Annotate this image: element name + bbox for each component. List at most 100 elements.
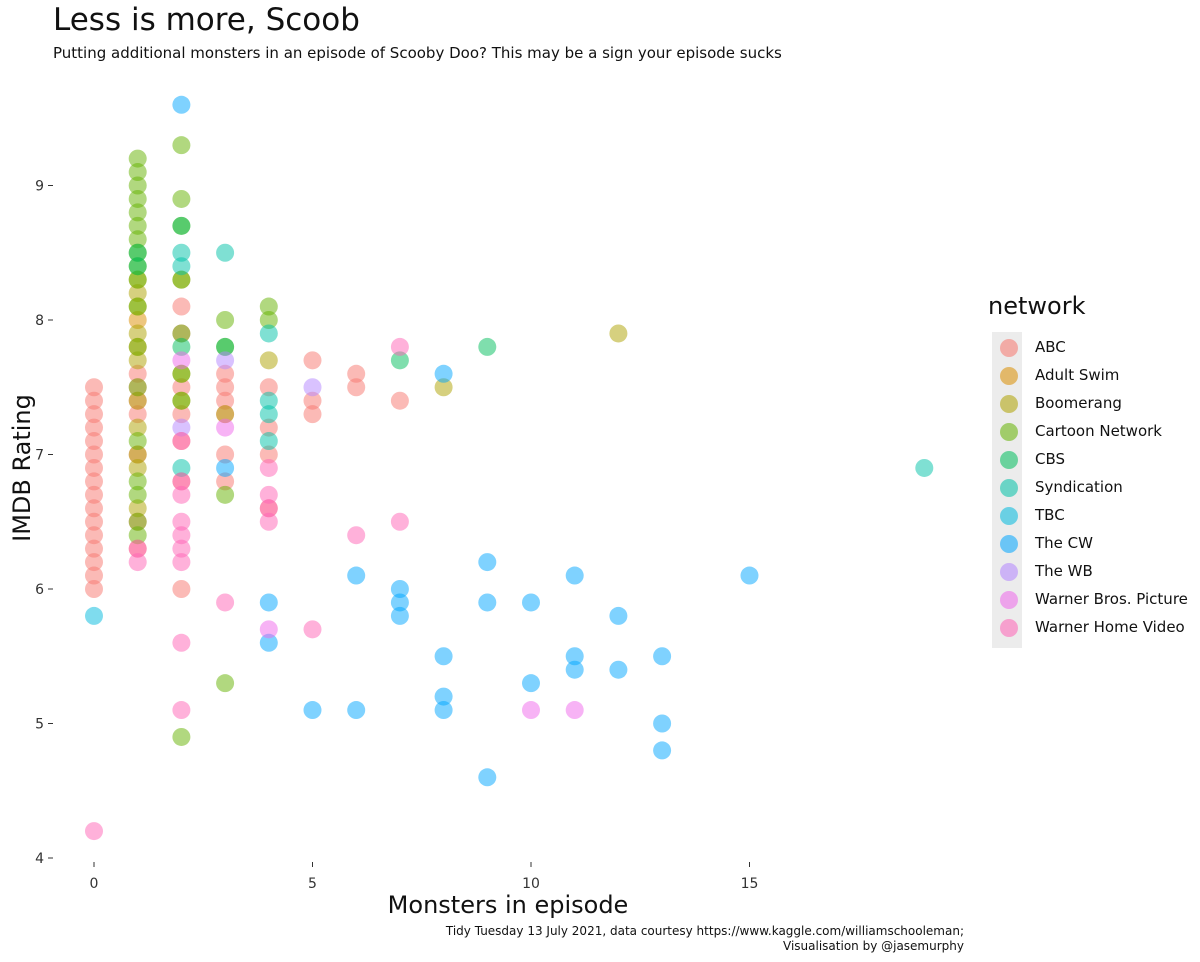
legend-swatch-icon [1000,423,1018,441]
data-point [259,593,278,612]
data-point [172,270,191,289]
data-point [303,391,322,410]
data-point [390,606,409,625]
legend-swatch-icon [1000,339,1018,357]
data-point [128,203,147,222]
data-point [85,499,103,518]
data-point [259,499,278,518]
series-cbs [128,216,497,370]
data-point [303,378,322,397]
data-point [216,364,235,383]
data-point [128,539,147,558]
data-point [259,297,278,316]
y-tick-label: 8 [35,313,44,329]
data-point [522,701,540,720]
data-point [390,580,409,598]
data-point [347,526,366,545]
data-point [347,566,366,585]
data-point [390,337,409,356]
data-point [390,391,409,410]
legend-swatch-icon [1000,507,1018,525]
data-point [216,472,235,491]
data-point [259,311,278,329]
data-point [390,512,409,531]
data-point [565,566,584,585]
legend: network ABC Adult Swim Boomerang Cartoon Ne… [988,292,1188,648]
data-point [172,727,191,746]
data-point [216,378,235,397]
data-point [216,243,235,262]
legend-label: Syndication [1035,478,1123,496]
legend-swatch-icon [1000,535,1018,553]
data-point [259,418,278,437]
caption-line-1: Tidy Tuesday 13 July 2021, data courtesy… [445,924,964,938]
data-point [128,257,147,276]
data-point [434,378,453,397]
y-tick-label: 5 [35,717,44,733]
data-point [259,432,278,451]
data-point [128,432,147,451]
data-point [85,606,103,625]
data-point [172,297,191,316]
data-point [915,458,934,477]
data-point [347,378,366,397]
caption-line-2: Visualisation by @jasemurphy [783,939,964,953]
data-point [259,485,278,504]
data-point [128,243,147,262]
x-tick-label: 10 [522,876,540,892]
data-point [347,701,366,720]
data-point [259,351,278,370]
data-point [85,405,103,424]
data-point [478,593,497,612]
data-point [565,647,584,666]
data-point [172,701,191,720]
data-point [216,418,235,437]
data-point [85,432,103,451]
data-point [172,472,191,491]
data-point [85,512,103,531]
data-point [565,660,584,679]
data-point [128,337,147,356]
data-point [259,458,278,477]
series-warner-bros-picture [172,351,584,720]
legend-title: network [988,292,1086,320]
data-point [259,512,278,531]
data-point [653,647,672,666]
x-axis-title: Monsters in episode [388,891,629,919]
data-point [216,391,235,410]
data-point [390,351,409,370]
data-point [85,378,103,397]
y-axis-title: IMDB Rating [8,394,36,542]
series-the-cw [172,95,759,787]
data-point [128,405,147,424]
legend-label: The WB [1035,562,1093,580]
data-point [172,95,191,114]
legend-swatch-icon [1000,563,1018,581]
data-point [85,472,103,491]
data-point [128,216,147,235]
data-point [172,378,191,397]
data-point [128,364,147,383]
legend-swatch-icon [1000,591,1018,609]
data-point [172,364,191,383]
data-point [128,553,147,572]
data-point [522,593,540,612]
data-point [172,189,191,208]
data-points [85,95,934,841]
data-point [216,445,235,464]
data-point [434,364,453,383]
data-point [609,324,628,343]
data-point [128,284,147,303]
data-point [390,593,409,612]
data-point [172,136,191,155]
data-point [303,351,322,370]
data-point [172,337,191,356]
data-point [85,553,103,572]
data-point [172,418,191,437]
x-axis: 0 5 10 15 [90,862,758,892]
data-point [85,566,103,585]
data-point [172,432,191,451]
data-point [259,391,278,410]
data-point [478,768,497,787]
data-point [478,553,497,572]
